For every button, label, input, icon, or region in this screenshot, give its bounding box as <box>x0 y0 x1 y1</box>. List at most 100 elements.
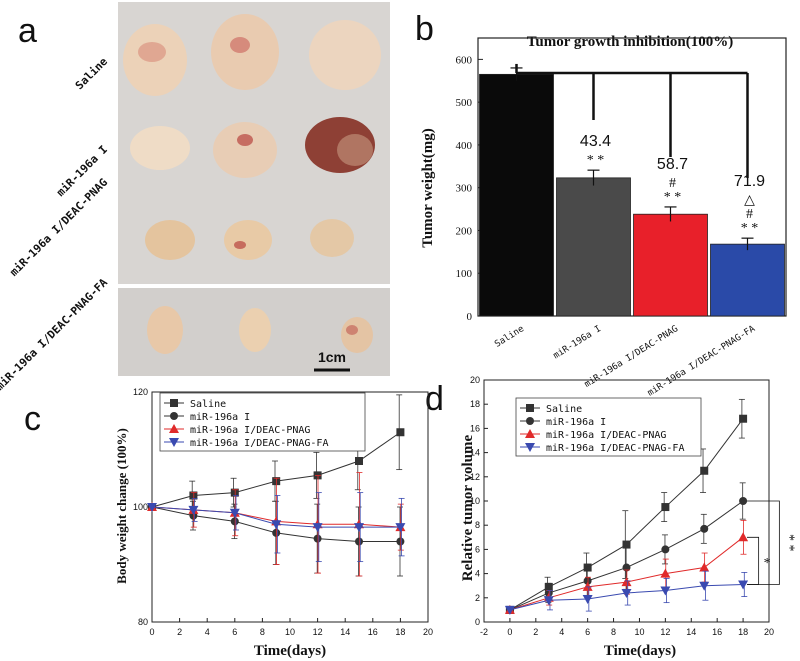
chart-d-xtick-label-1: 0 <box>507 627 512 637</box>
chart-c-legend-label-2: miR-196a I/DEAC-PNAG <box>190 425 310 436</box>
chart-c-point-3-3 <box>271 520 282 530</box>
chart-d-point-2-5 <box>699 562 710 572</box>
chart-d-xtick-label-7: 12 <box>660 627 670 637</box>
chart-c-legend-label-1: miR-196a I <box>190 412 250 423</box>
chart-c-xtick-label-9: 18 <box>395 627 405 637</box>
chart-b-ytick-label-0: 0 <box>467 311 473 323</box>
chart-c-xtick-label-8: 16 <box>368 627 378 637</box>
chart-d-point-3-5 <box>699 581 710 591</box>
chart-d-xtick-label-11: 20 <box>764 627 774 637</box>
chart-c-legend-box <box>159 392 366 452</box>
chart-d-legend-label-2: miR-196a I/DEAC-PNAG <box>546 430 666 441</box>
chart-d-point-3-1 <box>543 596 554 606</box>
chart-c-point-0-1 <box>189 491 198 500</box>
chart-d-ylabel: Relative tumor volume <box>460 434 476 581</box>
chart-d-sig-bracket-inner <box>746 536 760 585</box>
chart-d-legend-label-1: miR-196a I <box>546 417 606 428</box>
chart-d-point-1-5 <box>700 524 709 533</box>
chart-d-legend-box <box>515 397 702 457</box>
tumor-fa-2 <box>239 308 271 352</box>
tumor-pnag-3 <box>310 219 354 257</box>
tumor-mir-1 <box>130 126 190 170</box>
chart-c-xtick-label-6: 12 <box>313 627 323 637</box>
chart-b-ytick-label-6: 600 <box>456 54 473 66</box>
tumor-pnag-1 <box>145 220 195 260</box>
chart-d-xtick-label-3: 4 <box>559 627 564 637</box>
chart-b-inhibition-3: 71.9 <box>734 173 765 190</box>
chart-c-point-3-2 <box>229 508 240 518</box>
chart-c-xtick-label-3: 6 <box>232 627 237 637</box>
chart-b-sig-3-1: # <box>746 207 753 222</box>
chart-c-xtick-label-2: 4 <box>205 627 210 637</box>
chart-c-xtick-label-0: 0 <box>149 627 154 637</box>
chart-b-sig-3-0: △ <box>744 193 755 208</box>
chart-d-legend-label-0: Saline <box>546 404 582 415</box>
chart-c-legend-marker-2 <box>169 424 179 433</box>
chart-d-ytick-label-3: 6 <box>475 544 480 554</box>
chart-c-xtick-label-4: 8 <box>260 627 265 637</box>
chart-d-point-3-3 <box>621 588 632 598</box>
chart-d-xtick-label-6: 10 <box>634 627 644 637</box>
chart-d-ytick-label-0: 0 <box>475 617 480 627</box>
chart-b-ytick-label-5: 500 <box>456 97 473 109</box>
chart-b-sig-2-0: # <box>669 176 676 191</box>
chart-d-ytick-label-10: 20 <box>470 375 480 385</box>
tumor-mir-2 <box>213 122 277 178</box>
tumor-pnag-2 <box>224 220 272 260</box>
chart-c-xtick-label-5: 10 <box>285 627 295 637</box>
chart-c-point-3-4 <box>312 523 323 533</box>
chart-d-point-1-6 <box>739 497 748 505</box>
chart-c-legend-marker-1 <box>170 412 178 420</box>
tumor-mir-2-spot <box>237 134 253 146</box>
chart-d-ytick-label-6: 12 <box>470 472 480 482</box>
tumor-mir-3-light <box>337 134 373 166</box>
chart-d-point-3-0 <box>504 605 515 615</box>
chart-d-xtick-label-5: 8 <box>611 627 616 637</box>
chart-d-legend-marker-3 <box>525 443 535 452</box>
chart-d-point-0-6 <box>739 414 748 423</box>
chart-b-inhibition-1: 43.4 <box>580 133 611 150</box>
chart-c-legend-label-0: Saline <box>190 399 226 410</box>
chart-d-xtick-label-10: 18 <box>738 627 748 637</box>
scale-bar-label: 1cm <box>318 349 346 365</box>
chart-d-ytick-label-8: 16 <box>470 423 480 433</box>
panel-c-letter: c <box>24 400 41 438</box>
chart-b-inhibition-2: 58.7 <box>657 156 688 173</box>
chart-b-ylabel: Tumor weight(mg) <box>420 128 436 248</box>
chart-b-sig-1-0: * * <box>587 153 605 168</box>
chart-c-legend-marker-3 <box>169 438 179 447</box>
chart-c-point-3-5 <box>354 523 364 533</box>
chart-b-ytick-label-2: 200 <box>456 225 473 237</box>
chart-c-ytick-label-2: 120 <box>133 387 148 397</box>
chart-d-xtick-label-9: 16 <box>712 627 722 637</box>
chart-d-point-2-2 <box>582 581 593 591</box>
tumor-saline-2 <box>211 14 279 90</box>
chart-d-point-0-3 <box>622 540 631 549</box>
tumor-saline-2-spot <box>230 37 250 53</box>
chart-c-point-3-1 <box>188 505 199 515</box>
chart-d-xtick-label-0: -2 <box>480 627 488 637</box>
panel-d-letter: d <box>425 380 444 418</box>
chart-d-ytick-label-1: 2 <box>475 593 480 603</box>
chart-c-ytick-label-0: 80 <box>138 617 148 627</box>
chart-d-point-0-4 <box>661 503 670 512</box>
chart-d-legend-marker-2 <box>525 429 535 438</box>
chart-c-legend-label-3: miR-196a I/DEAC-PNAG-FA <box>190 438 328 449</box>
chart-b-bar-1 <box>556 177 631 317</box>
chart-d-sig-label-outer: * * <box>781 534 796 552</box>
chart-d-ytick-label-5: 10 <box>470 496 480 506</box>
chart-b-frame <box>477 37 787 317</box>
chart-c-xtick-label-7: 14 <box>340 627 350 637</box>
tumor-fa-1 <box>147 306 183 354</box>
chart-b-sig-2-1: * * <box>664 190 682 205</box>
chart-d-point-3-2 <box>582 595 593 605</box>
chart-d-legend-marker-1 <box>526 417 534 425</box>
chart-d-point-3-6 <box>738 580 749 590</box>
chart-c-point-3-6 <box>395 523 406 533</box>
chart-c-point-0-5 <box>355 457 363 465</box>
chart-b-bar-3 <box>710 243 785 317</box>
